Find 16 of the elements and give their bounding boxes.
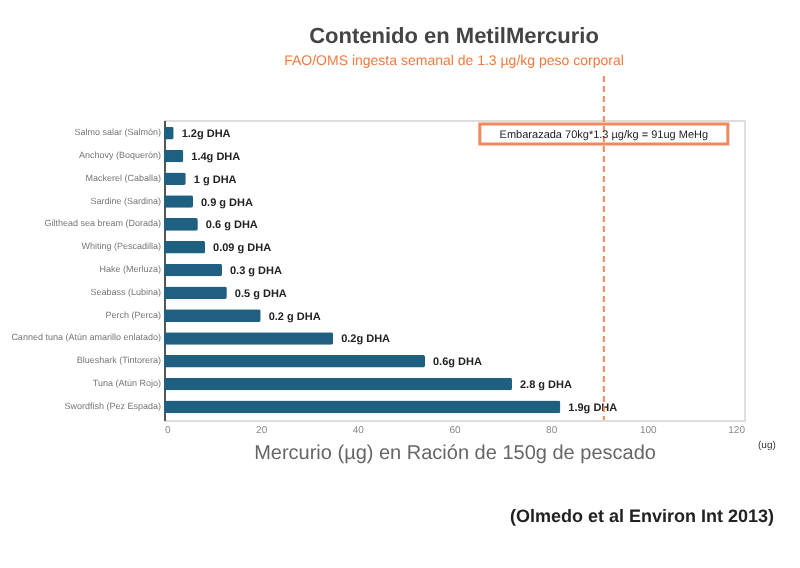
- bar: [164, 332, 334, 345]
- bar: [164, 218, 198, 231]
- bar: [164, 240, 206, 254]
- chart-title: Contenido en MetilMercurio: [309, 25, 600, 49]
- bar: [164, 195, 193, 208]
- bar: [164, 309, 261, 322]
- bar: [164, 286, 227, 300]
- bar: [164, 149, 184, 163]
- bar: [164, 400, 561, 414]
- bar: [164, 354, 425, 368]
- text: (Olmedo et al Environ Int 2013): [509, 506, 774, 526]
- bar: [164, 126, 174, 140]
- x-axis-title: Mercurio (µg) en Ración de 150g de pescado: [254, 443, 657, 465]
- bar: [164, 377, 512, 391]
- bar: [164, 172, 186, 186]
- bar: [164, 263, 222, 277]
